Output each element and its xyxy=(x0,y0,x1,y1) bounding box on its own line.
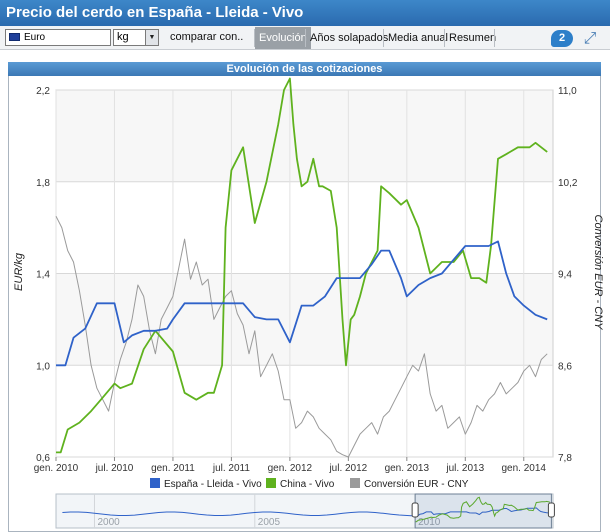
legend-label[interactable]: España - Lleida - Vivo xyxy=(164,479,262,490)
x-tick-label: jul. 2012 xyxy=(328,463,367,474)
y2-tick-label: 9,4 xyxy=(558,270,572,281)
help-icon[interactable]: 2 xyxy=(551,30,573,47)
currency-select[interactable]: Euro xyxy=(5,29,111,46)
legend-swatch[interactable] xyxy=(266,478,276,488)
x-tick-label: gen. 2010 xyxy=(34,463,79,474)
tab-divider xyxy=(254,29,255,47)
plot-band xyxy=(56,273,553,366)
tab-media-anual[interactable]: Media anual xyxy=(388,32,448,44)
series-line-0 xyxy=(56,240,548,367)
tab-evolucion[interactable]: Evolución xyxy=(255,27,311,49)
y2-tick-label: 7,8 xyxy=(558,453,572,464)
y2-tick-label: 10,2 xyxy=(558,178,578,189)
navigator-tick-label: 2005 xyxy=(258,517,281,528)
x-tick-label: jul. 2011 xyxy=(212,463,251,474)
y-tick-label: 1,0 xyxy=(36,361,50,372)
navigator-handle[interactable] xyxy=(547,502,555,518)
toolbar: Euro kg ▼ comparar con.. Evolución Años … xyxy=(0,26,610,50)
x-tick-label: gen. 2014 xyxy=(502,463,547,474)
y-tick-label: 1,4 xyxy=(36,270,50,281)
series-line-2 xyxy=(55,215,548,458)
chart-title: Evolución de las cotizaciones xyxy=(8,62,601,76)
navigator-window[interactable] xyxy=(414,493,552,529)
tab-divider xyxy=(494,29,495,47)
series-line-1 xyxy=(56,77,548,454)
y-axis-label: EUR/kg xyxy=(13,252,25,291)
page-title: Precio del cerdo en España - Lleida - Vi… xyxy=(0,0,610,26)
currency-value: Euro xyxy=(24,32,46,43)
tab-divider xyxy=(444,29,445,47)
tab-divider xyxy=(383,29,384,47)
y2-axis-label: Conversión EUR - CNY xyxy=(592,215,604,331)
compare-button[interactable]: comparar con.. xyxy=(170,31,244,43)
eu-flag-icon xyxy=(9,33,20,41)
y-tick-label: 0,6 xyxy=(36,453,50,464)
fullscreen-icon[interactable]: ⤢ xyxy=(583,30,597,47)
plot-band xyxy=(56,90,553,182)
tab-anos-solapados[interactable]: Años solapados xyxy=(310,32,389,44)
navigator-handle[interactable] xyxy=(411,502,419,518)
chevron-down-icon[interactable]: ▼ xyxy=(145,30,158,45)
navigator-series-china xyxy=(415,496,550,523)
x-tick-label: jul. 2013 xyxy=(445,463,484,474)
x-tick-label: jul. 2010 xyxy=(95,463,134,474)
legend-label[interactable]: China - Vivo xyxy=(280,479,335,490)
legend-label[interactable]: Conversión EUR - CNY xyxy=(364,479,469,490)
y2-tick-label: 8,6 xyxy=(558,361,572,372)
tab-resumen[interactable]: Resumen xyxy=(449,32,497,44)
y-tick-label: 2,2 xyxy=(36,86,50,97)
x-tick-label: gen. 2013 xyxy=(385,463,430,474)
legend-swatch[interactable] xyxy=(150,478,160,488)
y2-tick-label: 11,0 xyxy=(558,86,577,97)
y-tick-label: 1,8 xyxy=(36,178,50,189)
x-tick-label: gen. 2012 xyxy=(268,463,313,474)
navigator-track[interactable] xyxy=(55,493,554,529)
unit-select[interactable]: kg ▼ xyxy=(113,29,159,46)
navigator-tick-label: 2010 xyxy=(418,517,441,528)
navigator-tick-label: 2000 xyxy=(97,517,120,528)
tab-divider xyxy=(305,29,306,47)
x-tick-label: gen. 2011 xyxy=(151,463,195,474)
unit-value: kg xyxy=(117,31,129,43)
legend-swatch[interactable] xyxy=(350,478,360,488)
